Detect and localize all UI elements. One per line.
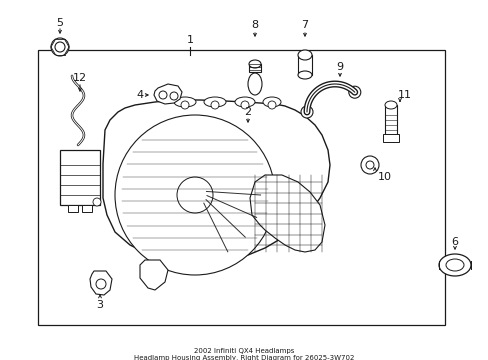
Bar — [82, 205, 92, 212]
Text: 2002 Infiniti QX4 Headlamps
Headlamp Housing Assembly, Right Diagram for 26025-3: 2002 Infiniti QX4 Headlamps Headlamp Hou… — [134, 348, 354, 360]
Bar — [68, 205, 78, 212]
Polygon shape — [154, 84, 182, 104]
Text: 2: 2 — [244, 107, 251, 117]
Bar — [60, 150, 100, 205]
Ellipse shape — [263, 97, 281, 107]
Ellipse shape — [174, 97, 196, 107]
Circle shape — [170, 92, 178, 100]
Ellipse shape — [203, 97, 225, 107]
Circle shape — [96, 279, 106, 289]
Ellipse shape — [235, 97, 254, 107]
Ellipse shape — [247, 73, 262, 95]
Text: 1: 1 — [186, 35, 193, 45]
Circle shape — [93, 198, 101, 206]
Bar — [384, 105, 396, 135]
Bar — [382, 134, 398, 142]
Text: 7: 7 — [301, 20, 308, 30]
Polygon shape — [140, 260, 168, 290]
Circle shape — [267, 101, 275, 109]
Bar — [38, 50, 444, 325]
Ellipse shape — [438, 254, 470, 276]
Circle shape — [159, 91, 167, 99]
Circle shape — [55, 42, 65, 52]
Bar — [297, 55, 311, 75]
Text: 12: 12 — [73, 73, 87, 83]
Bar — [248, 64, 261, 72]
Polygon shape — [103, 100, 329, 262]
Circle shape — [210, 101, 219, 109]
Text: 11: 11 — [397, 90, 411, 100]
Circle shape — [51, 38, 69, 56]
Circle shape — [115, 115, 274, 275]
Text: 5: 5 — [57, 18, 63, 28]
Ellipse shape — [384, 101, 396, 109]
Polygon shape — [249, 175, 325, 252]
Circle shape — [181, 101, 189, 109]
Text: 9: 9 — [336, 62, 343, 72]
Ellipse shape — [297, 50, 311, 60]
Text: 3: 3 — [96, 300, 103, 310]
Circle shape — [360, 156, 378, 174]
Circle shape — [348, 86, 360, 98]
Circle shape — [177, 177, 213, 213]
Ellipse shape — [248, 60, 261, 68]
Text: 8: 8 — [251, 20, 258, 30]
Text: 4: 4 — [136, 90, 143, 100]
Circle shape — [365, 161, 373, 169]
Text: 10: 10 — [377, 172, 391, 182]
Ellipse shape — [445, 259, 463, 271]
Polygon shape — [90, 271, 112, 295]
Circle shape — [241, 101, 248, 109]
Ellipse shape — [297, 71, 311, 79]
Text: 6: 6 — [450, 237, 458, 247]
Circle shape — [301, 106, 312, 118]
